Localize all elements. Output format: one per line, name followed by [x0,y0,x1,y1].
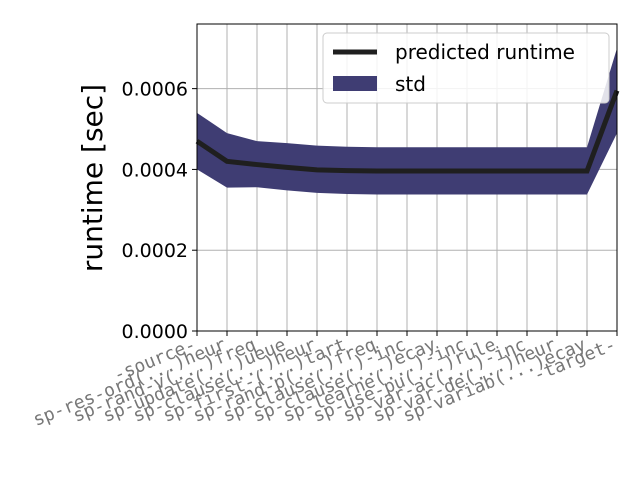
y-tick-label: 0.0006 [122,79,188,101]
legend: predicted runtime std [322,32,610,104]
y-tick-label: 0.0004 [122,159,188,181]
predicted-runtime-line [195,89,620,174]
legend-label-std: std [395,72,426,96]
legend-label-predicted-runtime: predicted runtime [395,40,575,64]
y-axis-ticks: 0.0000 0.0002 0.0004 0.0006 [122,79,197,343]
y-axis-label: runtime [sec] [76,84,109,272]
y-tick-label: 0.0000 [122,321,188,343]
y-tick-label: 0.0002 [122,240,188,262]
legend-std-swatch [333,76,377,91]
legend-box [322,32,610,104]
x-axis-ticks: -source-sp-res-ord(...)heursp-rand-v(...… [30,331,619,431]
std-band [197,48,617,195]
